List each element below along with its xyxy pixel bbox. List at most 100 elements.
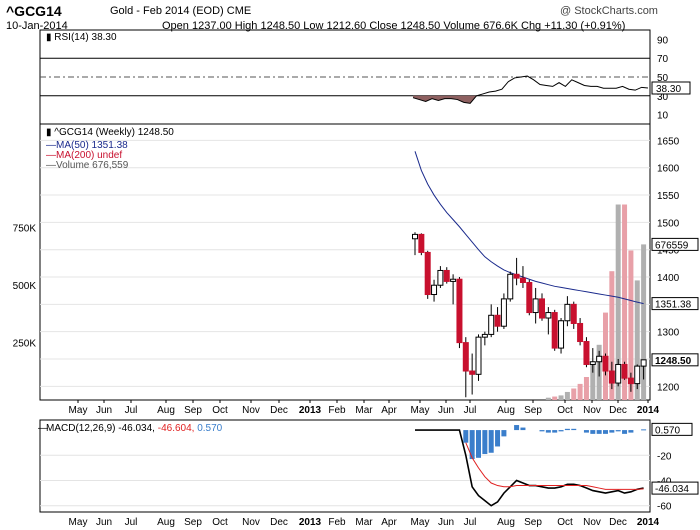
price-x-label: May xyxy=(69,405,88,416)
ticker-symbol: ^GCG14 xyxy=(6,3,62,19)
price-candle xyxy=(475,336,482,375)
macd-x-label: Jul xyxy=(464,517,477,528)
price-x-label: Aug xyxy=(497,405,515,416)
price-x-label: Dec xyxy=(270,405,288,416)
price-tick-label: 1200 xyxy=(657,382,680,393)
volume-tick-label: 500K xyxy=(13,281,37,292)
macd-x-label: Nov xyxy=(242,517,260,528)
macd-histogram-bar xyxy=(482,430,488,455)
source-credit[interactable]: @ StockCharts.com xyxy=(560,5,658,17)
macd-x-label: Feb xyxy=(328,517,346,528)
macd-histogram-bar xyxy=(603,430,608,434)
price-candle xyxy=(539,298,545,319)
price-x-label: Oct xyxy=(212,405,228,416)
macd-histogram-bar xyxy=(641,429,647,431)
macd-x-label: Oct xyxy=(557,517,573,528)
volume-last-value-box xyxy=(651,237,699,251)
close-last-value: 1248.50 xyxy=(655,356,692,367)
macd-x-label: Sep xyxy=(524,517,542,528)
macd-histogram-bar xyxy=(539,430,545,432)
volume-bar xyxy=(545,397,551,400)
price-candle xyxy=(443,269,450,282)
macd-x-label: Nov xyxy=(583,517,601,528)
series-legend-entry: —MA(50) 1351.38 xyxy=(46,140,128,151)
macd-histogram-bar xyxy=(520,427,526,431)
price-x-label: Mar xyxy=(355,405,373,416)
macd-histogram-bar xyxy=(564,428,570,431)
macd-histogram-bar xyxy=(495,430,501,447)
rsi-tick-label: 50 xyxy=(657,73,669,84)
volume-bar xyxy=(622,204,628,400)
macd-histogram-bar xyxy=(590,430,596,434)
ohlc-summary: Open 1237.00 High 1248.50 Low 1212.60 Cl… xyxy=(162,20,626,32)
price-tick-label: 1450 xyxy=(657,246,680,257)
macd-histogram-bar xyxy=(596,430,602,434)
volume-bar xyxy=(571,388,577,400)
price-candle xyxy=(545,312,552,319)
price-candle xyxy=(526,281,533,314)
rsi-last-value-box xyxy=(651,81,691,95)
price-candle xyxy=(532,298,539,314)
macd-histogram-bar xyxy=(501,430,507,437)
macd-x-label: Jul xyxy=(125,517,138,528)
rsi-tick-label: 70 xyxy=(657,54,669,65)
price-candle xyxy=(519,277,526,283)
price-candle xyxy=(469,370,476,375)
price-candle xyxy=(450,278,457,282)
volume-tick-label: 250K xyxy=(13,339,37,350)
macd-histogram-bar xyxy=(514,425,520,431)
price-tick-label: 1400 xyxy=(657,273,680,284)
volume-bar xyxy=(577,383,583,400)
price-candle xyxy=(621,363,628,379)
volume-bar xyxy=(634,280,640,400)
rsi-oversold-fill xyxy=(413,95,648,104)
price-x-label: Nov xyxy=(583,405,601,416)
price-candle xyxy=(602,355,609,372)
volume-bar xyxy=(641,244,647,400)
macd-histogram-bar xyxy=(488,430,494,453)
price-x-label: Sep xyxy=(184,405,202,416)
price-tick-label: 1550 xyxy=(657,191,680,202)
price-x-label: Aug xyxy=(157,405,175,416)
price-x-label: May xyxy=(411,405,430,416)
macd-x-label: Dec xyxy=(270,517,288,528)
price-candle xyxy=(564,303,571,322)
macd-histogram-bar xyxy=(552,430,558,433)
volume-bar xyxy=(628,250,634,400)
price-panel-frame xyxy=(39,123,651,401)
macd-histogram-bar xyxy=(583,430,589,433)
macd-x-label: Sep xyxy=(184,517,202,528)
macd-histogram-bar xyxy=(622,430,628,434)
price-x-label: Jun xyxy=(438,405,454,416)
macd-x-label: 2013 xyxy=(299,517,322,528)
price-legend: ▮ ^GCG14 (Weekly) 1248.50 xyxy=(46,127,174,138)
macd-tick-label: -60 xyxy=(657,502,672,513)
price-candle xyxy=(481,333,488,338)
macd-last-value-box xyxy=(651,481,699,495)
volume-bar xyxy=(558,395,564,400)
macd-x-label: May xyxy=(69,517,88,528)
price-candle xyxy=(640,359,647,367)
volume-bar xyxy=(615,204,621,400)
volume-bar xyxy=(564,391,570,400)
macd-x-label: 2014 xyxy=(637,517,660,528)
ma50-last-value: 1351.38 xyxy=(655,300,692,311)
price-candle xyxy=(418,233,425,253)
series-legend-entry: —MA(200) undef xyxy=(46,150,122,161)
price-candle xyxy=(634,365,641,385)
ma50-line xyxy=(414,151,644,305)
price-candle xyxy=(570,303,577,324)
macd-histogram-bar xyxy=(469,430,475,460)
macd-histogram-bar xyxy=(609,430,615,433)
price-x-label: Feb xyxy=(328,405,346,416)
price-x-label: 2013 xyxy=(299,405,322,416)
macd-x-label: May xyxy=(411,517,430,528)
price-candle xyxy=(513,273,520,279)
close-last-value-box xyxy=(651,353,699,367)
rsi-last-value: 38.30 xyxy=(656,84,681,95)
macd-histogram-bar xyxy=(615,430,621,432)
price-candle xyxy=(551,312,558,349)
macd-histogram-bar xyxy=(545,430,551,433)
macd-legend-marker: — xyxy=(38,423,48,434)
